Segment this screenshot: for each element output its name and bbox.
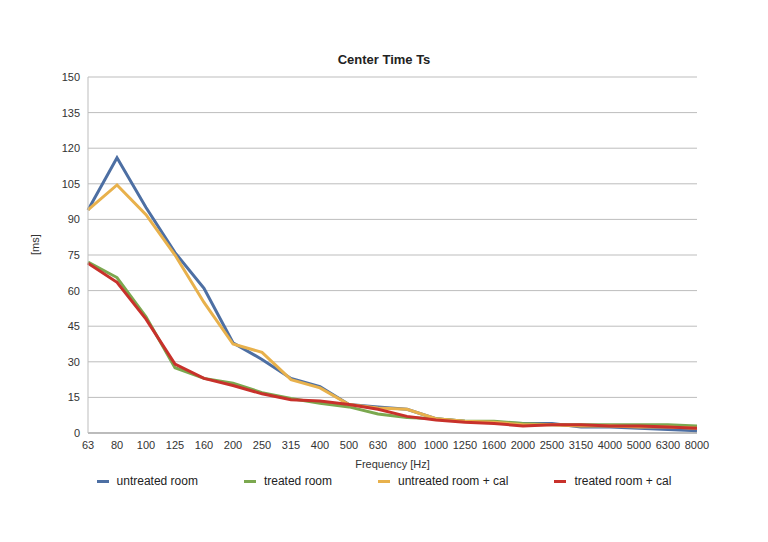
- svg-text:45: 45: [68, 320, 80, 332]
- html-text:Center Time Ts: Center Time Ts: [337, 52, 431, 67]
- svg-text:8000: 8000: [685, 439, 709, 451]
- svg-text:63: 63: [82, 439, 94, 451]
- svg-text:[ms]: [ms]: [29, 234, 41, 255]
- svg-text:3150: 3150: [569, 439, 593, 451]
- html-text:treated room: treated room: [263, 474, 332, 488]
- svg-text:2000: 2000: [511, 439, 535, 451]
- html-text:untreated room + cal: untreated room + cal: [398, 474, 509, 488]
- svg-text:15: 15: [68, 391, 80, 403]
- svg-text:4000: 4000: [598, 439, 622, 451]
- svg-text:6300: 6300: [656, 439, 680, 451]
- svg-text:200: 200: [224, 439, 242, 451]
- svg-text:1000: 1000: [424, 439, 448, 451]
- svg-text:500: 500: [340, 439, 358, 451]
- svg-text:2500: 2500: [540, 439, 564, 451]
- svg-text:315: 315: [282, 439, 300, 451]
- svg-text:75: 75: [68, 249, 80, 261]
- svg-text:135: 135: [62, 107, 80, 119]
- svg-text:400: 400: [311, 439, 329, 451]
- svg-text:630: 630: [369, 439, 387, 451]
- svg-text:120: 120: [62, 142, 80, 154]
- svg-text:250: 250: [253, 439, 271, 451]
- svg-text:80: 80: [111, 439, 123, 451]
- svg-text:90: 90: [68, 213, 80, 225]
- svg-text:150: 150: [62, 71, 80, 83]
- svg-text:1250: 1250: [453, 439, 477, 451]
- svg-text:5000: 5000: [627, 439, 651, 451]
- svg-text:160: 160: [195, 439, 213, 451]
- svg-text:800: 800: [398, 439, 416, 451]
- html-text:treated room + cal: treated room + cal: [574, 474, 672, 488]
- svg-text:1600: 1600: [482, 439, 506, 451]
- svg-text:60: 60: [68, 285, 80, 297]
- svg-text:105: 105: [62, 178, 80, 190]
- svg-text:0: 0: [74, 427, 80, 439]
- svg-text:Frequency [Hz]: Frequency [Hz]: [355, 458, 430, 470]
- svg-text:125: 125: [166, 439, 184, 451]
- html-text:untreated room: untreated room: [116, 474, 198, 488]
- svg-text:30: 30: [68, 356, 80, 368]
- svg-text:100: 100: [137, 439, 155, 451]
